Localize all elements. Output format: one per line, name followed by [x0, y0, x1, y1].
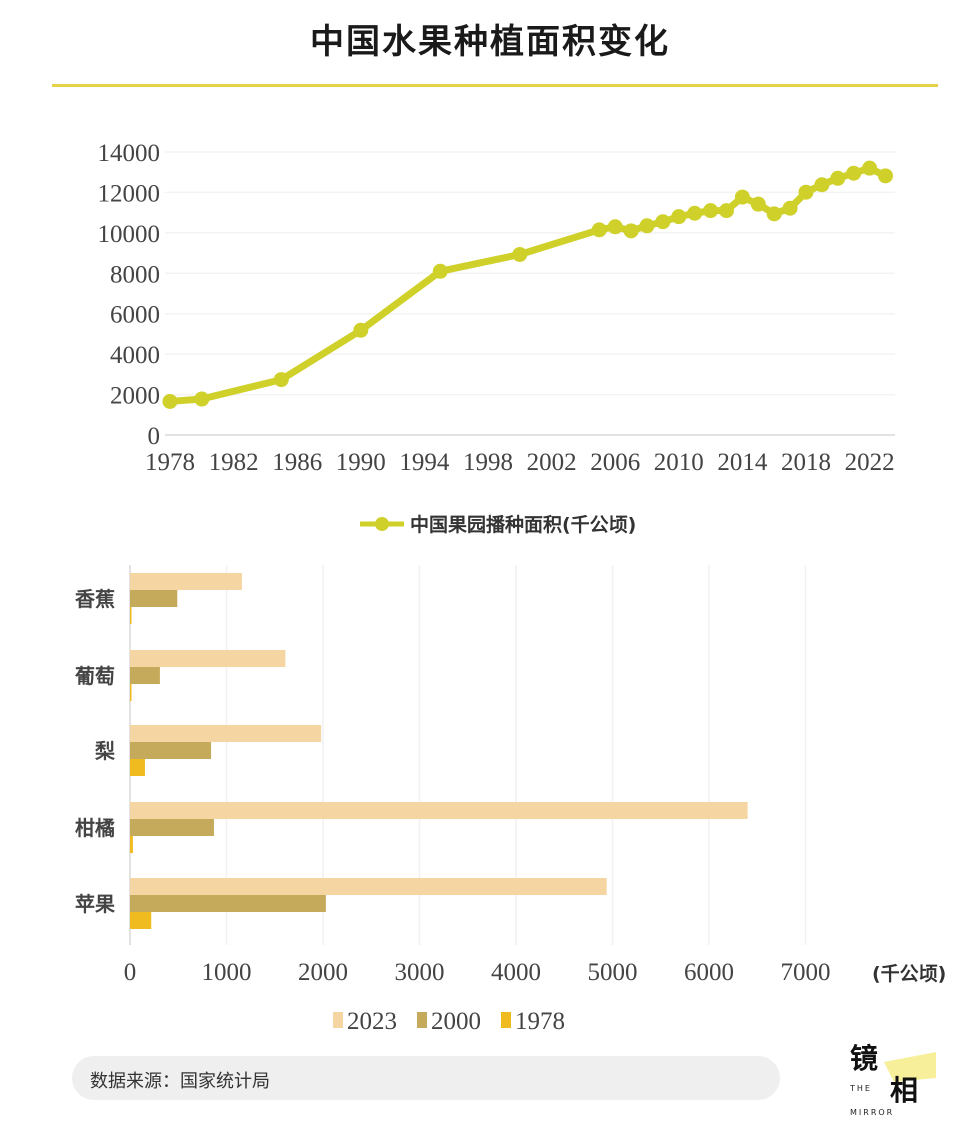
legend-swatch-2023 — [333, 1012, 343, 1028]
x-tick-label: 1982 — [209, 449, 259, 476]
data-point — [750, 196, 766, 212]
bar-2000 — [130, 590, 178, 607]
data-point — [623, 223, 639, 239]
bar-2000 — [130, 819, 214, 836]
legend-label: 2023 — [347, 1008, 397, 1035]
category-label: 柑橘 — [75, 816, 115, 840]
x-tick-label: 2006 — [590, 449, 640, 476]
bar-1978 — [130, 607, 132, 624]
x-tick-label: 3000 — [395, 959, 445, 986]
x-tick-label: 1990 — [336, 449, 386, 476]
data-point — [194, 391, 210, 407]
data-point — [830, 170, 846, 186]
x-tick-label: 1978 — [145, 449, 195, 476]
data-point — [719, 203, 734, 219]
data-point — [273, 372, 289, 388]
data-point — [734, 189, 750, 205]
page-title: 中国水果种植面积变化 — [310, 22, 670, 62]
logo: 镜 相 THE MIRROR — [850, 1044, 940, 1120]
data-point — [814, 177, 830, 193]
data-point — [798, 184, 814, 200]
bar-1978 — [130, 912, 152, 929]
logo-char-first: 镜 — [850, 1042, 879, 1075]
x-tick-label: 5000 — [588, 959, 638, 986]
data-point — [639, 218, 655, 234]
data-point — [353, 322, 369, 338]
data-point — [432, 263, 448, 279]
legend-label: 2000 — [431, 1008, 481, 1035]
title-divider — [52, 84, 938, 87]
y-tick-label: 14000 — [98, 140, 161, 167]
x-tick-label: 1986 — [272, 449, 322, 476]
x-tick-label: 2010 — [654, 449, 704, 476]
x-tick-label: 2002 — [527, 449, 577, 476]
x-tick-label: 1994 — [399, 449, 450, 476]
data-point — [591, 222, 607, 238]
logo-highlight — [884, 1052, 936, 1082]
data-point — [846, 165, 862, 181]
x-axis-unit: (千公顷) — [872, 963, 946, 985]
data-point — [703, 203, 719, 219]
logo-char-second: 相 — [890, 1074, 919, 1107]
data-point — [766, 206, 782, 222]
bar-2000 — [130, 895, 326, 912]
y-tick-label: 6000 — [110, 302, 160, 329]
category-label: 苹果 — [75, 892, 115, 916]
bar-2023 — [130, 650, 286, 667]
x-tick-label: 1000 — [202, 959, 252, 986]
bar-1978 — [130, 684, 132, 701]
x-tick-label: 2000 — [298, 959, 348, 986]
bar-2023 — [130, 802, 748, 819]
bar-2000 — [130, 742, 212, 759]
data-point — [862, 160, 878, 176]
bar-2023 — [130, 878, 607, 895]
legend-label: 中国果园播种面积(千公顷) — [410, 513, 636, 536]
legend-label: 1978 — [515, 1008, 565, 1035]
data-point — [512, 246, 528, 262]
legend-swatch-2000 — [417, 1012, 427, 1028]
data-point — [878, 168, 893, 184]
legend-swatch-1978 — [501, 1012, 511, 1028]
x-tick-label: 6000 — [684, 959, 734, 986]
y-tick-label: 4000 — [110, 342, 160, 369]
bar-2000 — [130, 667, 160, 684]
x-tick-label: 2014 — [717, 449, 768, 476]
data-point — [162, 393, 178, 409]
data-point — [687, 205, 703, 221]
source-box: 数据来源：国家统计局 — [72, 1056, 780, 1100]
category-label: 葡萄 — [74, 664, 115, 688]
y-tick-label: 8000 — [110, 261, 160, 288]
data-point — [607, 219, 623, 235]
source-text: 数据来源：国家统计局 — [90, 1071, 270, 1092]
category-label: 梨 — [95, 739, 116, 763]
bar-1978 — [130, 836, 133, 853]
data-point — [655, 214, 671, 230]
x-tick-label: 7000 — [781, 959, 831, 986]
y-tick-label: 12000 — [98, 180, 161, 207]
y-tick-label: 2000 — [110, 383, 160, 410]
y-tick-label: 10000 — [98, 221, 161, 248]
bar-2023 — [130, 725, 322, 742]
x-tick-label: 0 — [124, 959, 137, 986]
x-tick-label: 4000 — [491, 959, 541, 986]
category-label: 香蕉 — [75, 587, 115, 611]
series-line — [166, 164, 889, 405]
bar-2023 — [130, 573, 242, 590]
x-tick-label: 1998 — [463, 449, 513, 476]
y-tick-label: 0 — [148, 423, 161, 450]
data-point — [782, 200, 798, 216]
x-tick-label: 2018 — [781, 449, 831, 476]
legend-point-marker — [375, 517, 389, 531]
x-tick-label: 2022 — [845, 449, 895, 476]
logo-sub-the: THE — [850, 1084, 872, 1093]
bar-1978 — [130, 759, 145, 776]
data-point — [671, 209, 687, 225]
logo-sub-mirror: MIRROR — [850, 1108, 895, 1117]
